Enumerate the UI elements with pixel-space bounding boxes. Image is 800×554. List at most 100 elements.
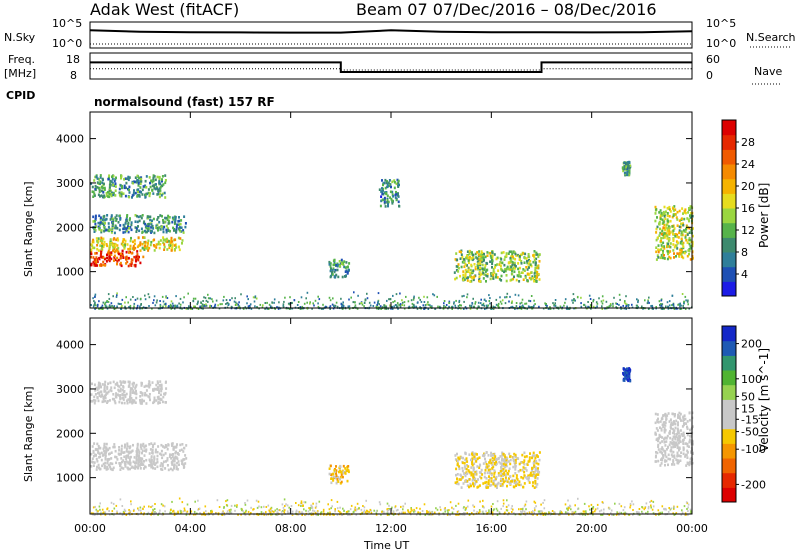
power-ground-cell (514, 293, 517, 296)
power-ground-cell (159, 305, 162, 308)
velocity-echo-cell (140, 391, 143, 395)
velocity-echo-cell (691, 425, 694, 428)
power-echo-cell (494, 266, 496, 269)
power-ground-cell (231, 297, 233, 300)
velocity-echo-cell (148, 464, 151, 467)
velocity-echo-cell (152, 466, 154, 470)
power-echo-cell (162, 183, 165, 186)
velocity-echo-cell (131, 400, 134, 404)
velocity-echo-cell (665, 459, 668, 463)
velocity-echo-cell (141, 457, 144, 461)
velocity-ground-cell (269, 507, 272, 510)
power-ground-cell (354, 304, 357, 307)
power-echo-cell (480, 256, 483, 259)
power-echo-cell (523, 269, 526, 272)
power-ground-cell (93, 300, 95, 303)
velocity-echo-cell (533, 459, 536, 463)
velocity-ground-cell (465, 508, 467, 510)
velocity-echo-cell (485, 477, 488, 480)
power-echo-cell (538, 260, 541, 263)
power-echo-cell (172, 218, 175, 221)
velocity-echo-cell (672, 441, 675, 444)
power-echo-cell (114, 246, 117, 249)
velocity-echo-cell (673, 456, 676, 459)
power-ground-cell (472, 297, 474, 300)
power-ground-cell (314, 299, 317, 302)
power-echo-cell (102, 260, 105, 264)
power-echo-cell (517, 267, 520, 271)
velocity-echo-cell (527, 476, 530, 479)
velocity-ground-cell (274, 509, 277, 512)
velocity-echo-cell (94, 389, 97, 392)
power-ground-cell (165, 305, 167, 308)
velocity-echo-cell (136, 451, 139, 455)
velocity-echo-cell (148, 393, 151, 396)
velocity-echo-cell (104, 454, 107, 458)
power-echo-cell (161, 179, 163, 183)
velocity-echo-cell (108, 463, 111, 467)
power-ground-cell (439, 305, 441, 308)
velocity-ground-cell (123, 511, 126, 514)
velocity-ground-cell (538, 512, 541, 515)
velocity-ground-cell (94, 505, 96, 508)
velocity-echo-cell (623, 371, 626, 374)
power-echo-cell (153, 231, 156, 235)
velocity-echo-cell (129, 445, 132, 448)
velocity-ground-cell (603, 508, 605, 511)
power-ground-cell (244, 306, 247, 309)
power-echo-cell (664, 210, 667, 213)
power-echo-cell (107, 176, 110, 180)
velocity-ground-cell (386, 512, 388, 515)
velocity-ground-cell (121, 505, 124, 507)
power-echo-cell (109, 189, 112, 193)
power-ground-cell (407, 300, 410, 303)
power-echo-cell (111, 226, 114, 229)
power-echo-cell (624, 165, 627, 168)
velocity-echo-cell (91, 445, 94, 448)
velocity-ground-cell (242, 510, 244, 513)
velocity-ground-cell (456, 513, 458, 516)
power-ground-cell (207, 300, 209, 303)
power-ground-cell (309, 302, 311, 305)
power-echo-cell (98, 188, 101, 192)
velocity-echo-cell (166, 464, 169, 467)
velocity-echo-cell (483, 471, 486, 475)
power-ground-cell (413, 295, 415, 298)
power-ground-cell (609, 304, 612, 307)
velocity-ground-cell (230, 511, 233, 514)
power-echo-cell (667, 242, 670, 246)
power-echo-cell (112, 218, 115, 222)
power-ground-cell (667, 307, 670, 310)
power-ground-cell (484, 308, 486, 310)
power-echo-cell (121, 184, 124, 188)
velocity-echo-cell (490, 473, 493, 477)
velocity-ground-cell (687, 510, 689, 513)
velocity-echo-cell (119, 389, 122, 393)
velocity-ground-cell (670, 507, 673, 510)
velocity-ground-cell (101, 508, 104, 511)
power-echo-cell (386, 201, 389, 204)
velocity-ground-cell (263, 513, 265, 516)
power-echo-cell (135, 259, 137, 263)
velocity-ground-cell (337, 510, 340, 513)
velocity-echo-cell (141, 400, 143, 404)
velocity-echo-cell (162, 453, 165, 457)
power-echo-cell (510, 259, 512, 262)
power-echo-cell (116, 244, 119, 247)
power-echo-cell (125, 250, 128, 254)
velocity-ground-cell (521, 508, 524, 511)
power-echo-cell (690, 214, 693, 218)
velocity-echo-cell (458, 467, 461, 471)
power-echo-cell (107, 225, 110, 229)
power-echo-cell (162, 227, 165, 231)
power-echo-cell (662, 236, 665, 240)
power-echo-cell (106, 244, 109, 248)
power-echo-cell (167, 229, 170, 232)
power-echo-cell (505, 274, 508, 277)
power-echo-cell (162, 218, 164, 222)
power-echo-cell (678, 219, 681, 222)
velocity-ground-cell (407, 509, 409, 512)
power-echo-cell (685, 227, 687, 231)
velocity-echo-cell (534, 469, 537, 473)
velocity-echo-cell (103, 464, 106, 468)
